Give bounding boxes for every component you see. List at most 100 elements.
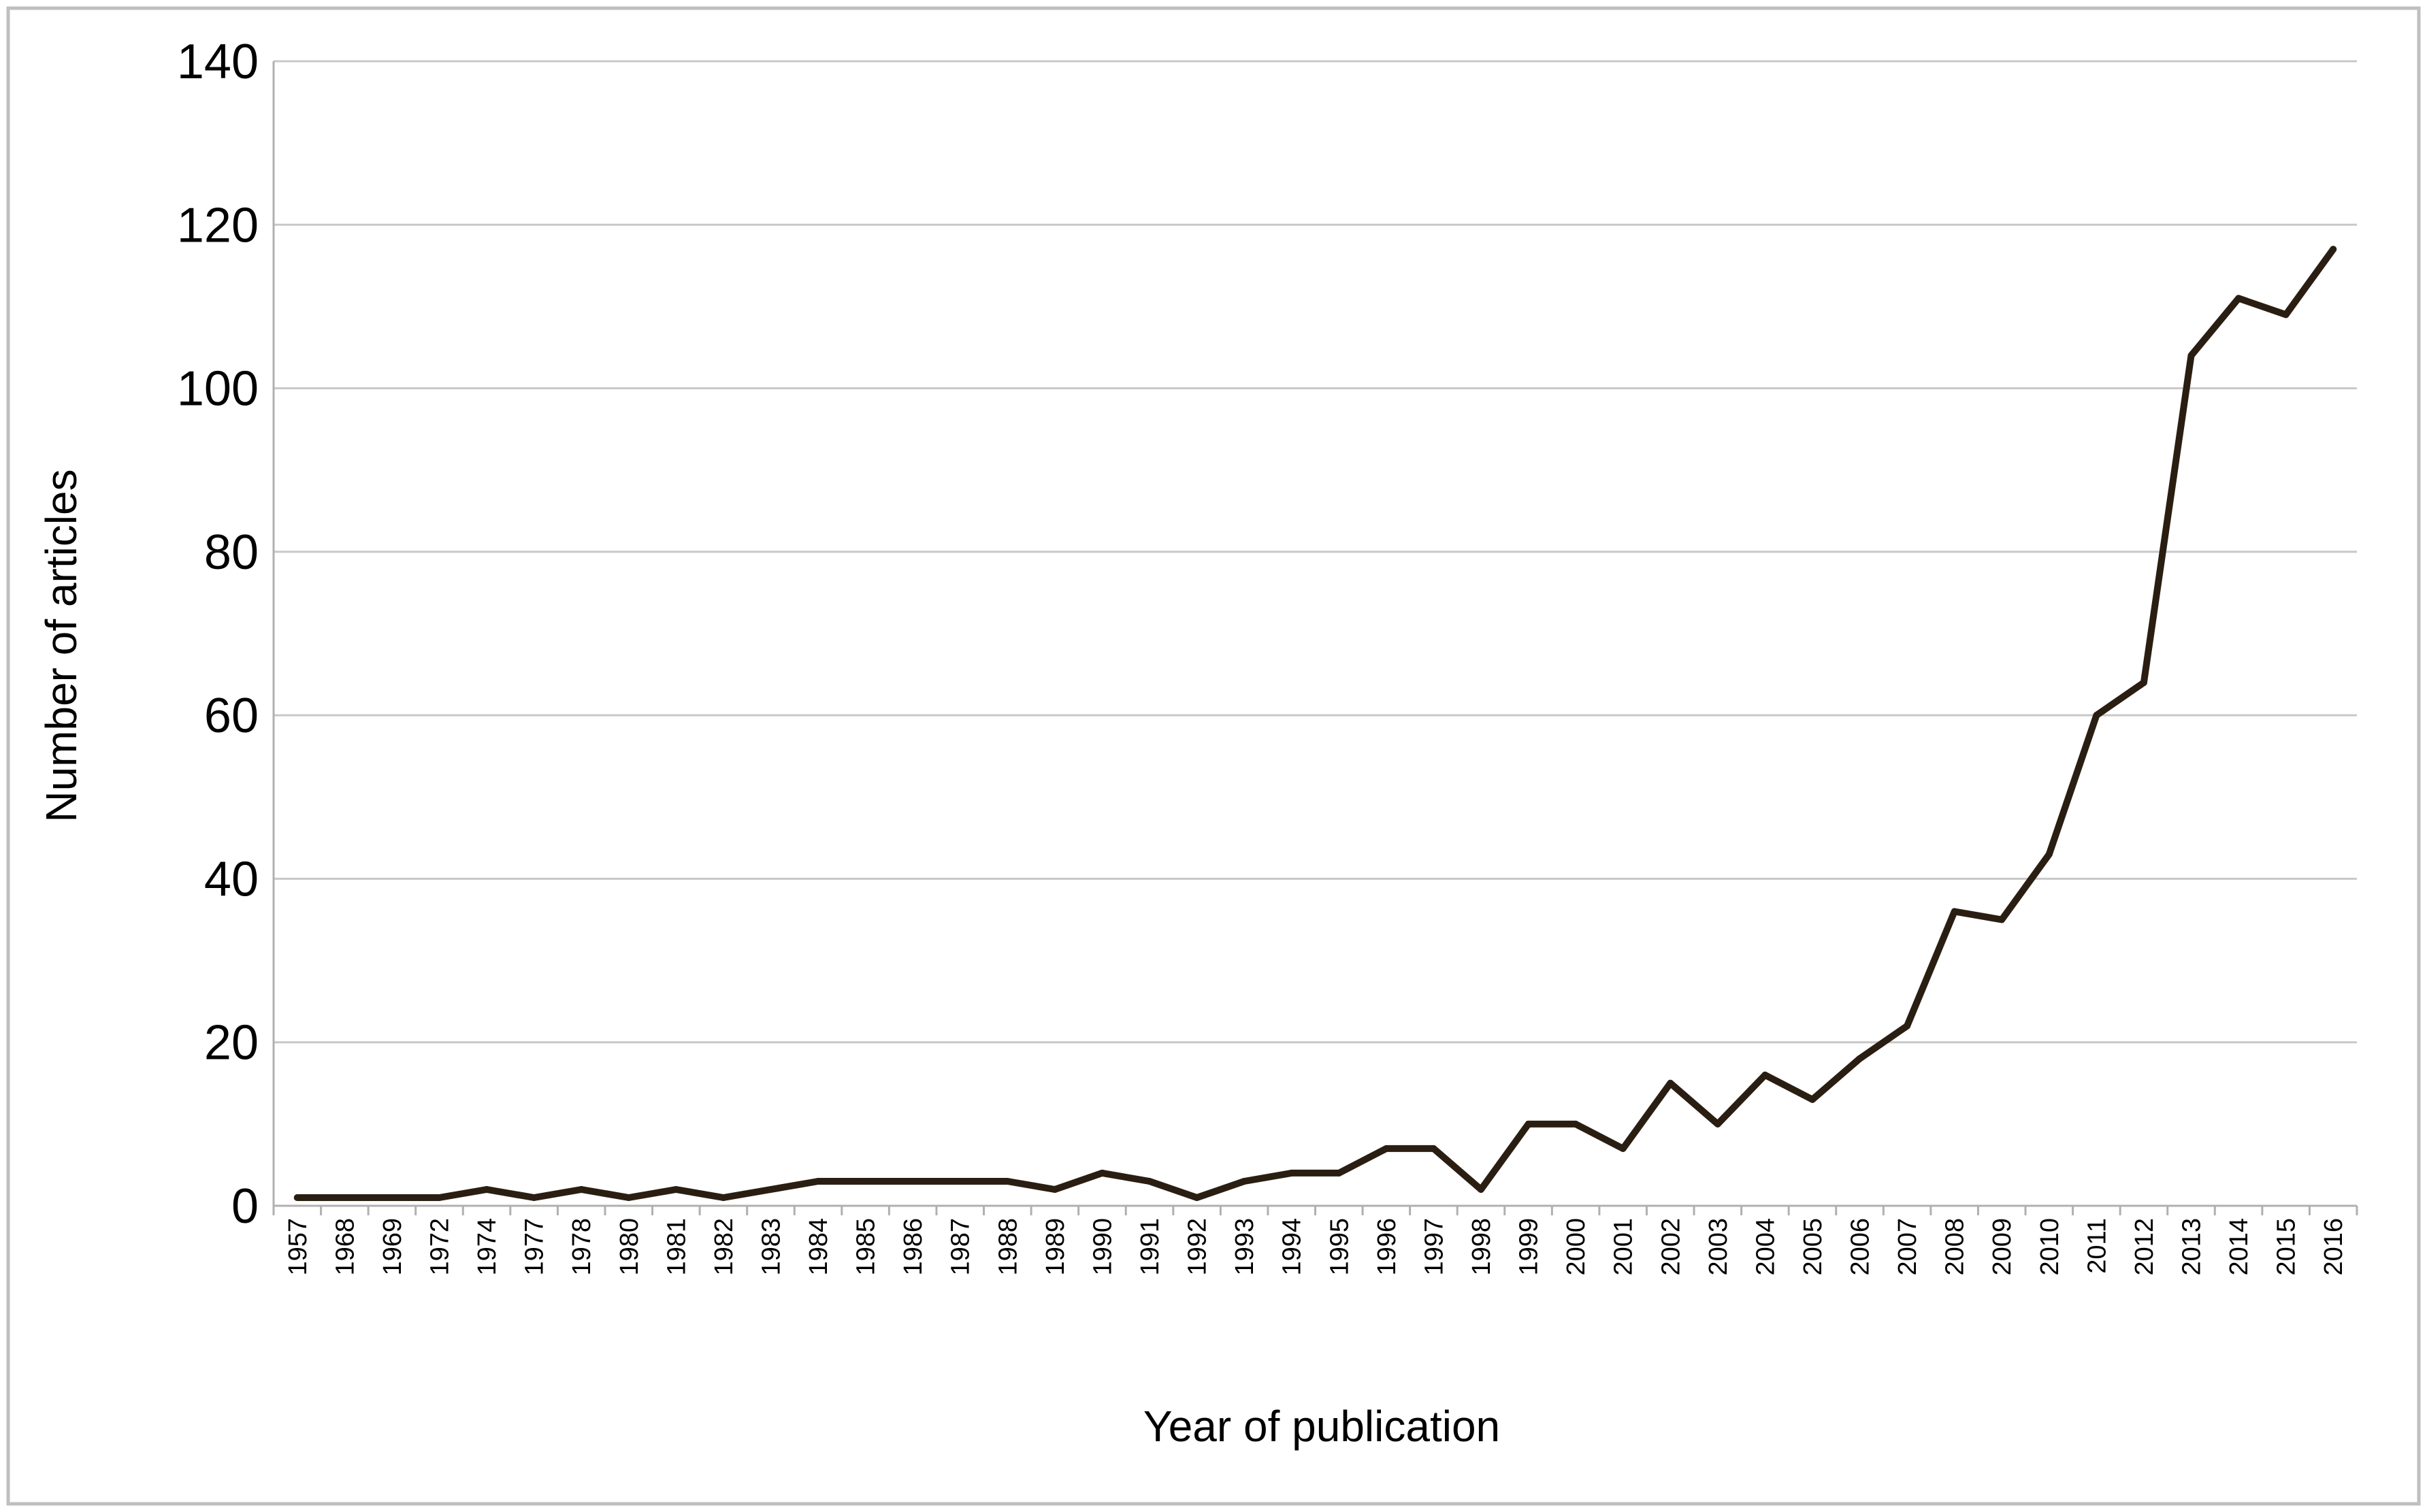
data-point [672,1186,680,1193]
x-tick-label: 2016 [2319,1218,2348,1276]
x-axis-title: Year of publication [1143,1402,1500,1451]
x-tick-label: 2012 [2130,1218,2159,1276]
data-point [1382,1145,1390,1152]
y-tick-label: 60 [204,689,259,743]
x-tick-label: 1980 [615,1218,644,1276]
data-point [1146,1178,1153,1185]
x-tick-label: 1981 [662,1218,691,1276]
x-tick-label: 1990 [1088,1218,1117,1276]
x-tick-label: 1984 [804,1218,833,1276]
x-tick-label: 2003 [1704,1218,1733,1276]
x-tick-label: 1992 [1184,1218,1212,1276]
data-point [1288,1169,1295,1177]
x-tick-label: 1988 [994,1218,1022,1276]
x-tick-label: 2000 [1562,1218,1591,1276]
data-point [767,1186,775,1193]
data-point [483,1186,491,1193]
y-tick-label: 140 [177,35,259,89]
series-layer [293,246,2337,1201]
series-line [293,246,2337,1201]
x-tick-label: 1957 [284,1218,312,1276]
data-point [1051,1186,1058,1193]
data-point [2187,352,2195,359]
data-point [1809,1096,1816,1103]
x-tick-label: 2008 [1941,1218,1970,1276]
data-point [625,1194,632,1201]
data-point [1430,1145,1437,1152]
data-point [341,1194,348,1201]
data-point [1478,1186,1484,1193]
data-point [2045,851,2053,858]
data-point [815,1178,821,1185]
data-point [1335,1169,1343,1177]
y-tick-label: 20 [204,1016,259,1070]
y-tick-label: 120 [177,198,259,252]
x-tick-label: 2015 [2273,1218,2301,1276]
data-point [1951,908,1958,915]
x-tick-label: 1972 [425,1218,454,1276]
data-point [388,1194,395,1201]
x-tick-label: 1985 [852,1218,881,1276]
data-point [1667,1079,1674,1087]
x-tick-label: 1969 [378,1218,407,1276]
data-point [1241,1178,1248,1185]
x-tick-label: 2002 [1657,1218,1685,1276]
y-tick-label: 0 [231,1179,259,1234]
data-point [2330,246,2337,253]
x-tick-label: 1987 [947,1218,975,1276]
data-point [1856,1055,1863,1062]
x-tick-label: 1996 [1373,1218,1401,1276]
x-tick-label: 2010 [2036,1218,2064,1276]
x-tick-label: 2005 [1799,1218,1827,1276]
y-axis-ticks: 0 20 40 60 80 100 120 140 [177,35,259,1234]
x-tick-label: 1991 [1136,1218,1164,1276]
data-point [1904,1022,1911,1030]
x-tick-label: 2014 [2225,1218,2253,1276]
data-point [1761,1071,1769,1079]
chart-border [6,6,2421,1506]
x-tick-label: 2011 [2083,1218,2111,1274]
gridlines [272,60,2357,1207]
x-tick-label: 1998 [1467,1218,1496,1276]
y-tick-label: 80 [204,525,259,580]
x-tick-label: 1994 [1278,1218,1307,1276]
data-point [1004,1178,1011,1185]
y-tick-label: 100 [177,362,259,416]
x-tick-label: 1999 [1515,1218,1544,1276]
data-point [862,1178,869,1185]
x-tick-label: 1982 [710,1218,738,1276]
x-tick-label: 2009 [1988,1218,2017,1276]
data-point [530,1194,538,1201]
x-tick-label: 1989 [1041,1218,1070,1276]
data-point [719,1194,727,1201]
x-tick-label: 1974 [473,1218,502,1276]
x-tick-label: 1968 [331,1218,359,1276]
x-tick-label: 1986 [899,1218,928,1276]
data-point [2282,311,2290,318]
y-axis-title: Number of articles [37,469,86,822]
data-point [1572,1120,1580,1128]
data-point [956,1178,964,1185]
data-point [436,1194,443,1201]
data-point [2140,679,2147,687]
x-tick-label: 2001 [1610,1218,1638,1276]
data-point [909,1178,917,1185]
x-axis-ticks: 1957 1968 1969 1972 1974 1977 1978 1980 1981 1982… [272,1206,2358,1276]
x-tick-label: 1997 [1420,1218,1448,1276]
data-point [1098,1169,1106,1177]
x-tick-label: 1983 [757,1218,785,1276]
x-tick-label: 2004 [1751,1218,1780,1276]
data-point [1193,1194,1201,1201]
data-point [2093,712,2100,719]
x-tick-label: 1995 [1325,1218,1354,1276]
x-tick-label: 2006 [1846,1218,1875,1276]
data-point [1619,1145,1627,1152]
data-point [293,1194,301,1201]
x-tick-label: 1978 [568,1218,596,1276]
y-tick-label: 40 [204,852,259,906]
data-point [1714,1120,1721,1128]
data-point [1525,1120,1532,1128]
x-tick-label: 1977 [521,1218,549,1276]
